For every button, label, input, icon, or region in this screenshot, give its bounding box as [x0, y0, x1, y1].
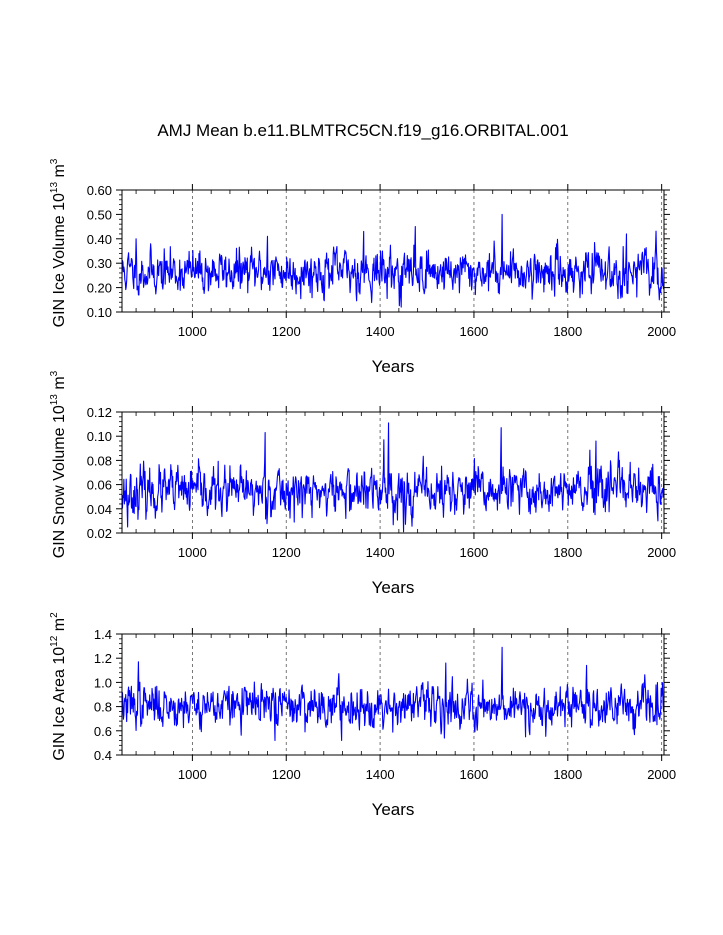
plot-frame: [121, 633, 665, 756]
x-axis-title: Years: [372, 578, 415, 597]
x-tick-label: 1600: [459, 767, 488, 782]
plot-frame: [121, 189, 665, 313]
y-tick-label: 1.2: [94, 651, 112, 666]
series-line: [121, 213, 665, 308]
y-tick-label: 0.60: [87, 183, 112, 198]
plot-frame: [121, 411, 665, 534]
x-tick-label: 1600: [459, 324, 488, 339]
panels: 1000 1200 1400 1600 1800 20000.100.200.300.40…: [49, 158, 676, 819]
x-tick-label: 1000: [178, 767, 207, 782]
y-axis-title: GIN Ice Volume 1013 m3: [49, 158, 68, 327]
x-tick-label: 1600: [459, 545, 488, 560]
y-tick-label: 0.30: [87, 256, 112, 271]
y-tick-label: 0.10: [87, 305, 112, 320]
y-tick-label: 0.6: [94, 724, 112, 739]
x-tick-label: 1000: [178, 324, 207, 339]
y-tick-label: 0.4: [94, 748, 112, 763]
x-tick-label: 1200: [272, 767, 301, 782]
y-tick-label: 0.02: [87, 526, 112, 541]
x-tick-label: 1200: [272, 324, 301, 339]
y-tick-label: 0.40: [87, 232, 112, 247]
x-axis-title: Years: [372, 357, 415, 376]
y-tick-label: 1.4: [94, 627, 112, 642]
x-tick-label: 1400: [366, 545, 395, 560]
y-axis-title: GIN Snow Volume 1013 m3: [49, 370, 68, 558]
x-axis-title: Years: [372, 800, 415, 819]
y-tick-label: 0.12: [87, 405, 112, 420]
series-line: [121, 422, 665, 533]
y-tick-label: 0.04: [87, 502, 112, 517]
y-tick-label: 0.08: [87, 453, 112, 468]
y-tick-label: 1.0: [94, 675, 112, 690]
x-tick-label: 1800: [553, 324, 582, 339]
x-tick-label: 2000: [647, 324, 676, 339]
x-tick-label: 2000: [647, 545, 676, 560]
series-line: [121, 646, 665, 742]
x-tick-label: 1000: [178, 545, 207, 560]
y-axis-title: GIN Ice Area 1012 m2: [49, 612, 68, 761]
x-tick-label: 1800: [553, 767, 582, 782]
x-tick-label: 1200: [272, 545, 301, 560]
y-tick-label: 0.8: [94, 700, 112, 715]
y-tick-label: 0.06: [87, 478, 112, 493]
x-tick-label: 1800: [553, 545, 582, 560]
panel-3: 1000 1200 1400 1600 1800 2000 0.4 0.6 0.8 1.0 1.2 1…: [49, 612, 676, 819]
figure-title: AMJ Mean b.e11.BLMTRC5CN.f19_g16.ORBITAL…: [157, 121, 568, 140]
y-tick-label: 0.50: [87, 207, 112, 222]
y-tick-label: 0.10: [87, 429, 112, 444]
y-tick-label: 0.20: [87, 281, 112, 296]
x-tick-label: 1400: [366, 324, 395, 339]
x-tick-label: 2000: [647, 767, 676, 782]
panel-1: 1000 1200 1400 1600 1800 2000 0.10 0.20 0.30 0.40…: [49, 158, 676, 376]
x-tick-label: 1400: [366, 767, 395, 782]
panel-2: 1000 1200 1400 1600 1800 2000 0.02 0.04 0.06 0.08…: [49, 370, 676, 597]
